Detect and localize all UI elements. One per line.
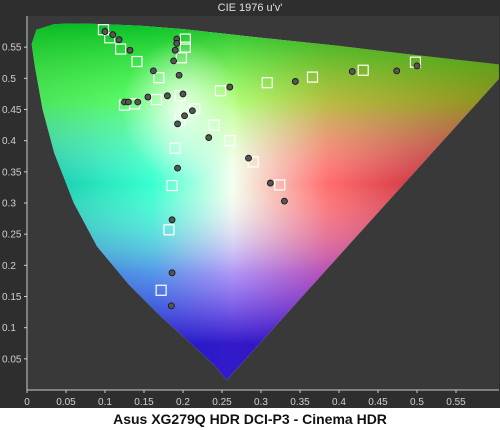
y-tick-label: 0.45: [2, 105, 22, 116]
measured-circle-marker: [109, 31, 117, 39]
measured-circle-marker: [126, 46, 134, 54]
x-ticks: 0 0.05 0.1 0.15 0.2 0.25 0.3 0.35 0.4 0.45 0.5 0.55: [24, 390, 466, 408]
plot-title: CIE 1976 u'v': [217, 2, 283, 14]
measured-circle-marker: [280, 197, 288, 205]
x-tick-label: 0.2: [176, 397, 190, 408]
target-square-marker: [247, 156, 259, 168]
target-square-marker: [208, 119, 220, 131]
y-tick-label: 0.55: [2, 43, 22, 54]
target-square-marker: [153, 72, 165, 84]
measured-circle-marker: [170, 57, 178, 65]
measured-circle-marker: [168, 216, 176, 224]
x-tick-label: 0.05: [56, 397, 76, 408]
y-tick-label: 0.3: [2, 199, 16, 210]
white-point-glow: [121, 39, 242, 180]
target-square-marker: [175, 52, 188, 64]
measured-circle-marker: [115, 36, 123, 44]
measured-circle-marker: [124, 98, 132, 106]
measured-circle-marker: [175, 71, 183, 79]
measured-circle-marker: [245, 154, 252, 162]
x-tick-label: 0.4: [332, 397, 346, 408]
measured-circle-marker: [168, 269, 176, 277]
x-tick-label: 0.45: [368, 397, 388, 408]
measured-circle-marker: [413, 62, 421, 70]
target-square-marker: [163, 224, 175, 236]
target-square-marker: [179, 33, 191, 45]
target-square-marker: [306, 71, 319, 83]
measured-circle-marker: [101, 28, 109, 35]
x-tick-label: 0.35: [290, 397, 310, 408]
measured-circle-marker: [266, 179, 274, 187]
y-tick-label: 0.1: [2, 323, 16, 334]
target-square-marker: [131, 55, 143, 68]
measured-circle-marker: [167, 302, 175, 310]
measured-circle-marker: [181, 112, 188, 120]
measured-circle-marker: [393, 67, 401, 75]
target-square-marker: [114, 43, 127, 55]
target-square-marker: [97, 24, 110, 36]
measured-circle-marker: [188, 107, 196, 115]
y-ticks: 0.05 0.1 0.15 0.2 0.25 0.3 0.35 0.4 0.45 0.5 0.55: [2, 43, 27, 365]
target-square-marker: [214, 85, 227, 97]
measured-circle-marker: [171, 46, 179, 54]
target-square-marker: [274, 179, 286, 191]
y-tick-label: 0.15: [2, 292, 22, 303]
target-square-marker: [224, 135, 236, 147]
x-tick-label: 0.55: [446, 397, 466, 408]
y-tick-label: 0.05: [2, 354, 22, 365]
target-square-marker: [155, 284, 167, 296]
x-tick-label: 0.15: [134, 397, 154, 408]
measured-circle-marker: [174, 120, 181, 128]
x-tick-label: 0.1: [98, 397, 112, 408]
measured-circle-marker: [149, 67, 157, 75]
measured-circle-marker: [348, 68, 356, 75]
measured-circle-marker: [174, 164, 181, 172]
measured-circle-marker: [134, 98, 142, 106]
measured-circle-marker: [144, 93, 152, 101]
target-square-marker: [150, 93, 163, 106]
measured-circle-marker: [163, 92, 171, 100]
x-tick-label: 0.5: [410, 397, 424, 408]
measured-circle-marker: [173, 40, 181, 47]
target-square-marker: [357, 64, 369, 76]
y-tick-label: 0.2: [2, 261, 16, 272]
y-tick-label: 0.4: [2, 136, 16, 147]
target-square-marker: [169, 142, 181, 154]
measured-circle-marker: [205, 134, 213, 141]
measured-circle-marker: [179, 90, 187, 98]
spectral-locus-group: [31, 23, 499, 380]
target-square-marker: [261, 77, 273, 89]
measured-markers: [101, 28, 421, 310]
target-square-marker: [104, 32, 116, 44]
x-tick-label: 0.3: [254, 397, 268, 408]
measured-circle-marker: [226, 83, 234, 91]
caption: Asus XG279Q HDR DCI-P3 - Cinema HDR: [0, 408, 500, 430]
x-tick-label: 0.25: [212, 397, 232, 408]
target-square-marker: [166, 179, 178, 192]
y-tick-label: 0.5: [2, 74, 16, 85]
y-tick-label: 0.35: [2, 167, 22, 178]
measured-circle-marker: [291, 78, 299, 85]
y-tick-label: 0.25: [2, 230, 22, 241]
gamut-chart: 0 0.05 0.1 0.15 0.2 0.25 0.3 0.35 0.4 0.45 0.5 0.55…: [2, 16, 499, 408]
x-tick-label: 0: [24, 397, 30, 408]
